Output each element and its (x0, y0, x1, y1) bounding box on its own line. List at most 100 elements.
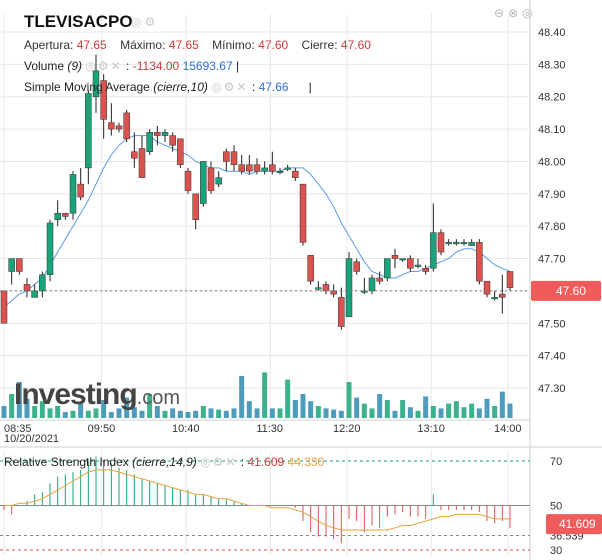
high-value: 47.65 (168, 38, 199, 52)
time-tick-label: 10:40 (172, 423, 200, 435)
eye-icon[interactable]: ◎ (211, 80, 224, 94)
sma-param: (cierre,10) (153, 80, 208, 94)
high-label: Máximo: (120, 38, 166, 52)
candle-body (223, 151, 230, 162)
volume-legend[interactable]: Volume (9) ◎⚙✕ : -1134.00 15693.67 | (24, 59, 239, 73)
candle-body (422, 268, 429, 272)
rsi-tick-label: 30 (550, 545, 562, 557)
close-icon[interactable]: ⊗ (508, 6, 523, 20)
volume-bar (131, 407, 137, 418)
candle-body (276, 170, 284, 173)
candle-body (8, 258, 15, 272)
settings-icon[interactable]: ⚙ (212, 455, 226, 469)
title-icons: ◎⚙ (131, 15, 158, 29)
volume-bar (484, 398, 490, 418)
candle-body (138, 148, 146, 178)
candle-body (353, 261, 360, 272)
candle-body (31, 290, 38, 298)
volume-bar (139, 410, 145, 418)
sma-legend[interactable]: Simple Moving Average (cierre,10) ◎⚙✕ : … (24, 80, 312, 94)
candle-body (376, 277, 383, 282)
volume-bar (400, 400, 406, 418)
eye-icon[interactable]: ◎ (131, 15, 145, 29)
volume-bar (162, 410, 168, 418)
close-value: 47.60 (340, 38, 371, 52)
price-tick-label: 47.70 (538, 254, 566, 266)
sma-label: Simple Moving Average (24, 80, 150, 94)
volume-bar (300, 394, 306, 418)
rsi-sep: : (240, 455, 245, 469)
volume-bar (200, 406, 206, 418)
volume-bar (208, 408, 214, 418)
open-label: Apertura: (24, 38, 74, 52)
volume-bar (492, 406, 498, 418)
candle-body (54, 212, 61, 220)
volume-bar (446, 403, 452, 418)
candle-body (384, 258, 391, 279)
candle-body (0, 290, 8, 324)
volume-bar (223, 410, 229, 418)
candle-body (108, 122, 115, 130)
volume-bar (461, 407, 467, 418)
candle-body (345, 258, 353, 318)
watermark-text: Investing (14, 378, 138, 411)
candle-body (238, 164, 245, 172)
indicator-icons: ◎⚙✕ (211, 80, 248, 94)
volume-value2: 15693.67 (182, 59, 233, 73)
candle-body (299, 183, 307, 243)
settings-icon[interactable]: ⚙ (223, 80, 237, 94)
volume-bar (116, 408, 122, 418)
rsi-tick-label: 50 (550, 501, 562, 513)
watermark-suffix: .com (136, 387, 181, 409)
candle-body (407, 258, 414, 269)
candle-body (177, 138, 184, 165)
symbol-title: TLEVISACPO (24, 12, 133, 31)
candle-body (85, 93, 92, 169)
close-icon[interactable]: ✕ (236, 80, 249, 94)
eye-icon[interactable]: ◎ (200, 455, 213, 469)
rsi-legend[interactable]: Relative Strength Index (cierre,14,9) ◎⚙… (4, 455, 324, 469)
sma-end: | (308, 80, 312, 94)
last-price-label: 47.60 (556, 284, 586, 298)
volume-bar (124, 397, 130, 418)
volume-bar (147, 394, 153, 418)
settings-icon[interactable]: ⚙ (144, 15, 159, 29)
volume-bar (315, 406, 321, 418)
investing-watermark: Investing.com (14, 378, 180, 412)
volume-bar (93, 408, 99, 418)
volume-bar (193, 410, 199, 418)
time-tick-label: 14:00 (494, 423, 522, 435)
candle-body (437, 232, 445, 253)
volume-end: | (235, 59, 240, 73)
time-tick-label: 08:35 (4, 423, 32, 435)
volume-bar (469, 403, 475, 418)
sma-sep: : (251, 80, 256, 94)
price-tick-label: 47.50 (538, 318, 566, 330)
candle-body (154, 132, 161, 136)
price-tick-label: 48.10 (538, 124, 566, 136)
candle-body (476, 242, 483, 282)
volume-bar (323, 408, 329, 418)
volume-bar (277, 408, 283, 418)
close-icon[interactable]: ✕ (225, 455, 238, 469)
candle-body (184, 170, 192, 191)
eye-icon[interactable]: ◎ (85, 59, 98, 73)
volume-bar (331, 409, 337, 418)
volume-bar (430, 406, 436, 418)
volume-bar (308, 401, 314, 418)
close-icon[interactable]: ✕ (110, 59, 123, 73)
last-price-badge (531, 280, 601, 301)
volume-bar (346, 382, 352, 418)
volume-bar (354, 397, 360, 418)
volume-bar (101, 400, 107, 418)
candle-body (200, 161, 207, 204)
maximize-icon[interactable]: ◎ (522, 6, 537, 20)
volume-bar (170, 408, 176, 418)
price-tick-label: 48.00 (538, 156, 566, 168)
minus-icon[interactable]: ⊖ (494, 6, 509, 20)
rsi-tick-label: 70 (550, 456, 562, 468)
settings-icon[interactable]: ⚙ (97, 59, 111, 73)
candle-body (23, 284, 31, 292)
candle-body (338, 297, 345, 327)
